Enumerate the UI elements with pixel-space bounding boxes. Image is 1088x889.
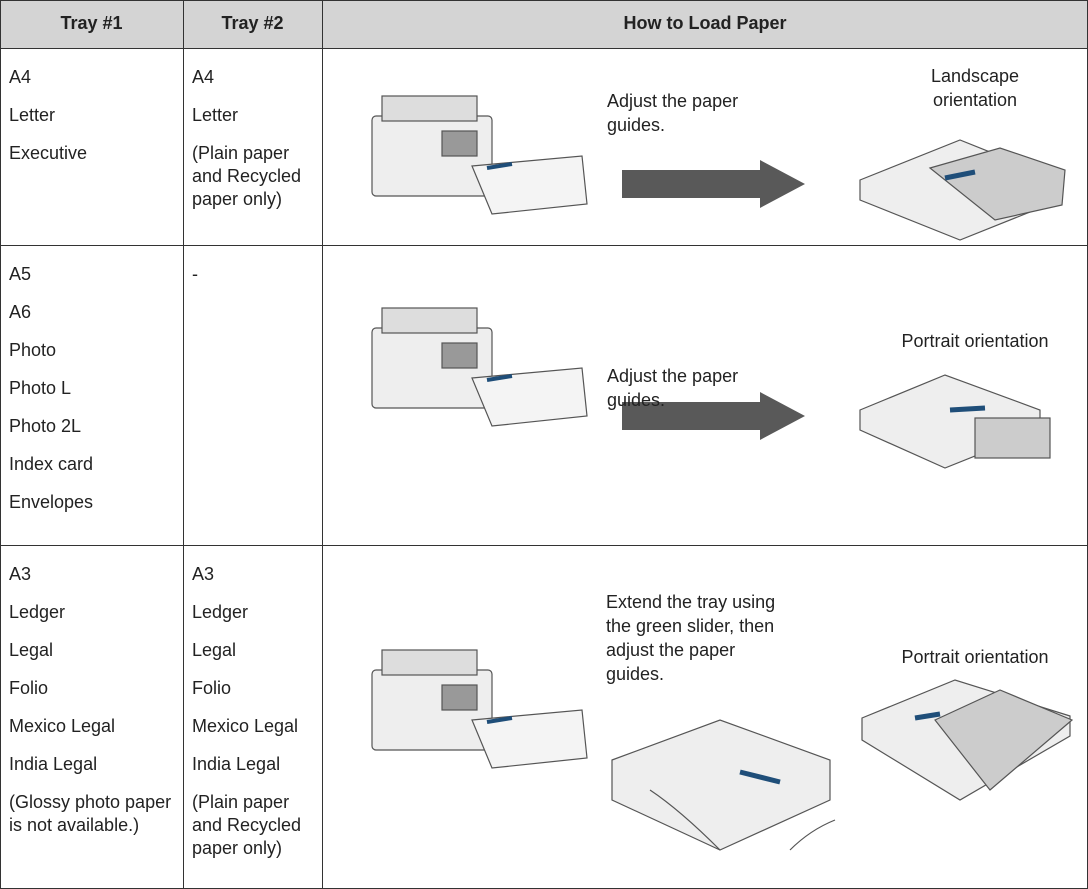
instruction: Adjust the paper guides. bbox=[607, 366, 739, 410]
tray1-size: Index card bbox=[9, 454, 94, 474]
tray2-size: - bbox=[192, 264, 198, 284]
tray2-size: India Legal bbox=[192, 754, 281, 774]
tray2-size: (Plain paper and Recycled paper only) bbox=[192, 143, 302, 209]
tray1-size: Ledger bbox=[9, 602, 66, 622]
tray1-size: Envelopes bbox=[9, 492, 94, 512]
tray2-size: (Plain paper and Recycled paper only) bbox=[192, 792, 302, 858]
tray1-size: Photo 2L bbox=[9, 416, 82, 436]
column-header: Tray #1 bbox=[60, 13, 123, 33]
tray2-size: Folio bbox=[192, 678, 232, 698]
tray1-size: (Glossy photo paper is not available.) bbox=[9, 792, 172, 835]
tray1-size: A6 bbox=[9, 302, 32, 322]
tray1-size: Photo L bbox=[9, 378, 72, 398]
header-background bbox=[0, 0, 1088, 48]
tray2-size: Legal bbox=[192, 640, 237, 660]
arrow bbox=[622, 160, 805, 208]
orientation: Portrait orientation bbox=[901, 331, 1049, 351]
arrow bbox=[622, 392, 805, 440]
orientation: Landscape orientation bbox=[930, 66, 1020, 110]
tray1-size: Executive bbox=[9, 143, 88, 163]
tray1-size: A5 bbox=[9, 264, 32, 284]
tray2-size: A4 bbox=[192, 67, 215, 87]
tray1-size: Legal bbox=[9, 640, 54, 660]
tray2-size: Mexico Legal bbox=[192, 716, 299, 736]
tray2-size: Letter bbox=[192, 105, 239, 125]
column-header: Tray #2 bbox=[221, 13, 284, 33]
orientation: Portrait orientation bbox=[901, 647, 1049, 667]
tray1-size: A4 bbox=[9, 67, 32, 87]
tray-illustrations bbox=[611, 139, 1074, 851]
tray1-size: Photo bbox=[9, 340, 57, 360]
instruction: Extend the tray using the green slider, … bbox=[606, 592, 776, 684]
tray1-size: A3 bbox=[9, 564, 32, 584]
tray1-size: Letter bbox=[9, 105, 56, 125]
tray1-size: India Legal bbox=[9, 754, 98, 774]
column-header: How to Load Paper bbox=[623, 13, 787, 33]
tray2-size: Ledger bbox=[192, 602, 249, 622]
instruction: Adjust the paper guides. bbox=[607, 91, 739, 135]
tray1-size: Mexico Legal bbox=[9, 716, 116, 736]
tray2-size: A3 bbox=[192, 564, 215, 584]
printer-illustrations bbox=[371, 95, 588, 769]
tray1-size: Folio bbox=[9, 678, 49, 698]
